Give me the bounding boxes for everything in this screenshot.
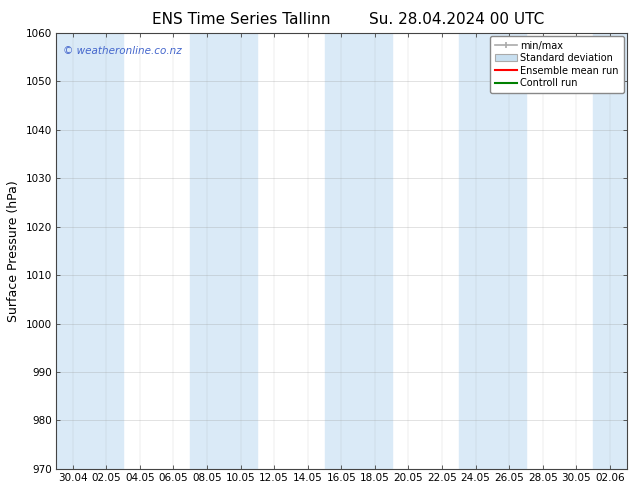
Bar [459, 33, 526, 469]
Bar [325, 33, 392, 469]
Y-axis label: Surface Pressure (hPa): Surface Pressure (hPa) [7, 180, 20, 322]
Legend: min/max, Standard deviation, Ensemble mean run, Controll run: min/max, Standard deviation, Ensemble me… [490, 36, 624, 93]
Bar [190, 33, 257, 469]
Text: Su. 28.04.2024 00 UTC: Su. 28.04.2024 00 UTC [369, 12, 544, 27]
Text: ENS Time Series Tallinn: ENS Time Series Tallinn [152, 12, 330, 27]
Text: © weatheronline.co.nz: © weatheronline.co.nz [63, 46, 181, 56]
Bar [56, 33, 123, 469]
Bar [593, 33, 626, 469]
